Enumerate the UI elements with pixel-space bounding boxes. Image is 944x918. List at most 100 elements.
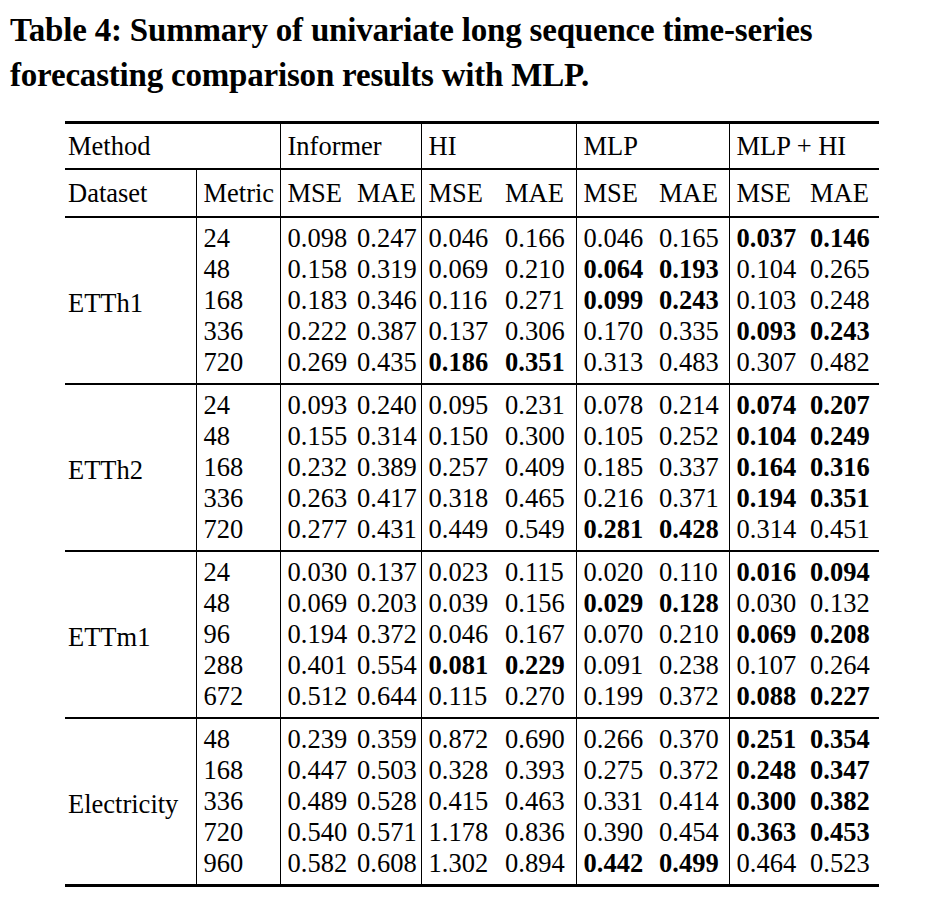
value-cell: 0.247 (350, 217, 421, 254)
method-name-mlp: MLP (576, 123, 729, 170)
value-cell: 0.354 (803, 718, 879, 755)
value-cell: 0.170 (576, 316, 652, 347)
paper-page: Table 4: Summary of univariate long sequ… (0, 0, 944, 918)
value-cell: 0.442 (576, 848, 652, 886)
method-header-row: Method Informer HI MLP MLP + HI (65, 123, 879, 170)
value-cell: 0.435 (350, 347, 421, 384)
value-cell: 0.070 (576, 619, 652, 650)
value-cell: 0.231 (498, 384, 576, 421)
value-cell: 1.302 (421, 848, 498, 886)
value-cell: 0.115 (498, 551, 576, 588)
value-cell: 0.447 (280, 755, 350, 786)
metric-cell: 24 (196, 217, 280, 254)
value-cell: 0.836 (498, 817, 576, 848)
value-cell: 0.214 (652, 384, 729, 421)
value-cell: 0.186 (421, 347, 498, 384)
value-cell: 0.240 (350, 384, 421, 421)
value-cell: 0.166 (498, 217, 576, 254)
value-cell: 0.091 (576, 650, 652, 681)
metric-cell: 168 (196, 755, 280, 786)
value-cell: 0.155 (280, 421, 350, 452)
value-cell: 0.319 (350, 254, 421, 285)
metric-cell: 720 (196, 817, 280, 848)
value-cell: 0.227 (803, 681, 879, 718)
value-cell: 0.300 (498, 421, 576, 452)
dataset-cell: Electricity (65, 718, 196, 886)
caption-line-2: forecasting comparison results with MLP. (10, 57, 589, 93)
value-cell: 0.554 (350, 650, 421, 681)
value-cell: 0.039 (421, 588, 498, 619)
metric-cell: 48 (196, 254, 280, 285)
results-table: Method Informer HI MLP MLP + HI Dataset … (65, 121, 879, 887)
table-row: ETTh1240.0980.2470.0460.1660.0460.1650.0… (65, 217, 879, 254)
value-cell: 0.300 (729, 786, 803, 817)
table-row: ETTm1240.0300.1370.0230.1150.0200.1100.0… (65, 551, 879, 588)
value-cell: 0.335 (652, 316, 729, 347)
value-cell: 0.207 (803, 384, 879, 421)
value-cell: 0.464 (729, 848, 803, 886)
dataset-metric-header-row: Dataset Metric MSE MAE MSE MAE MSE MAE M… (65, 169, 879, 217)
value-cell: 0.064 (576, 254, 652, 285)
metric-cell: 336 (196, 786, 280, 817)
value-cell: 0.185 (576, 452, 652, 483)
value-cell: 0.489 (280, 786, 350, 817)
value-cell: 0.417 (350, 483, 421, 514)
value-cell: 0.269 (280, 347, 350, 384)
value-cell: 0.193 (652, 254, 729, 285)
value-cell: 0.078 (576, 384, 652, 421)
value-cell: 0.210 (498, 254, 576, 285)
value-cell: 0.463 (498, 786, 576, 817)
submetric-mae-header: MAE (652, 169, 729, 217)
metric-label: Metric (196, 169, 280, 217)
metric-cell: 168 (196, 452, 280, 483)
value-cell: 1.178 (421, 817, 498, 848)
value-cell: 0.372 (350, 619, 421, 650)
value-cell: 0.528 (350, 786, 421, 817)
metric-cell: 336 (196, 316, 280, 347)
value-cell: 0.016 (729, 551, 803, 588)
metric-cell: 336 (196, 483, 280, 514)
metric-cell: 96 (196, 619, 280, 650)
value-cell: 0.370 (652, 718, 729, 755)
value-cell: 0.081 (421, 650, 498, 681)
value-cell: 0.165 (652, 217, 729, 254)
value-cell: 0.690 (498, 718, 576, 755)
value-cell: 0.549 (498, 514, 576, 551)
value-cell: 0.264 (803, 650, 879, 681)
value-cell: 0.158 (280, 254, 350, 285)
value-cell: 0.389 (350, 452, 421, 483)
value-cell: 0.094 (803, 551, 879, 588)
caption-line-1: Table 4: Summary of univariate long sequ… (10, 12, 812, 48)
value-cell: 0.107 (729, 650, 803, 681)
value-cell: 0.099 (576, 285, 652, 316)
metric-cell: 960 (196, 848, 280, 886)
submetric-mae-header: MAE (803, 169, 879, 217)
value-cell: 0.431 (350, 514, 421, 551)
value-cell: 0.239 (280, 718, 350, 755)
value-cell: 0.167 (498, 619, 576, 650)
value-cell: 0.270 (498, 681, 576, 718)
value-cell: 0.088 (729, 681, 803, 718)
value-cell: 0.872 (421, 718, 498, 755)
value-cell: 0.029 (576, 588, 652, 619)
metric-cell: 24 (196, 384, 280, 421)
value-cell: 0.146 (803, 217, 879, 254)
value-cell: 0.271 (498, 285, 576, 316)
value-cell: 0.451 (803, 514, 879, 551)
value-cell: 0.103 (729, 285, 803, 316)
method-name-informer: Informer (280, 123, 421, 170)
value-cell: 0.454 (652, 817, 729, 848)
value-cell: 0.199 (576, 681, 652, 718)
value-cell: 0.150 (421, 421, 498, 452)
submetric-mae-header: MAE (498, 169, 576, 217)
value-cell: 0.194 (280, 619, 350, 650)
value-cell: 0.104 (729, 421, 803, 452)
value-cell: 0.248 (729, 755, 803, 786)
value-cell: 0.372 (652, 755, 729, 786)
value-cell: 0.503 (350, 755, 421, 786)
metric-cell: 720 (196, 514, 280, 551)
value-cell: 0.390 (576, 817, 652, 848)
dataset-cell: ETTh1 (65, 217, 196, 384)
value-cell: 0.316 (803, 452, 879, 483)
value-cell: 0.137 (350, 551, 421, 588)
